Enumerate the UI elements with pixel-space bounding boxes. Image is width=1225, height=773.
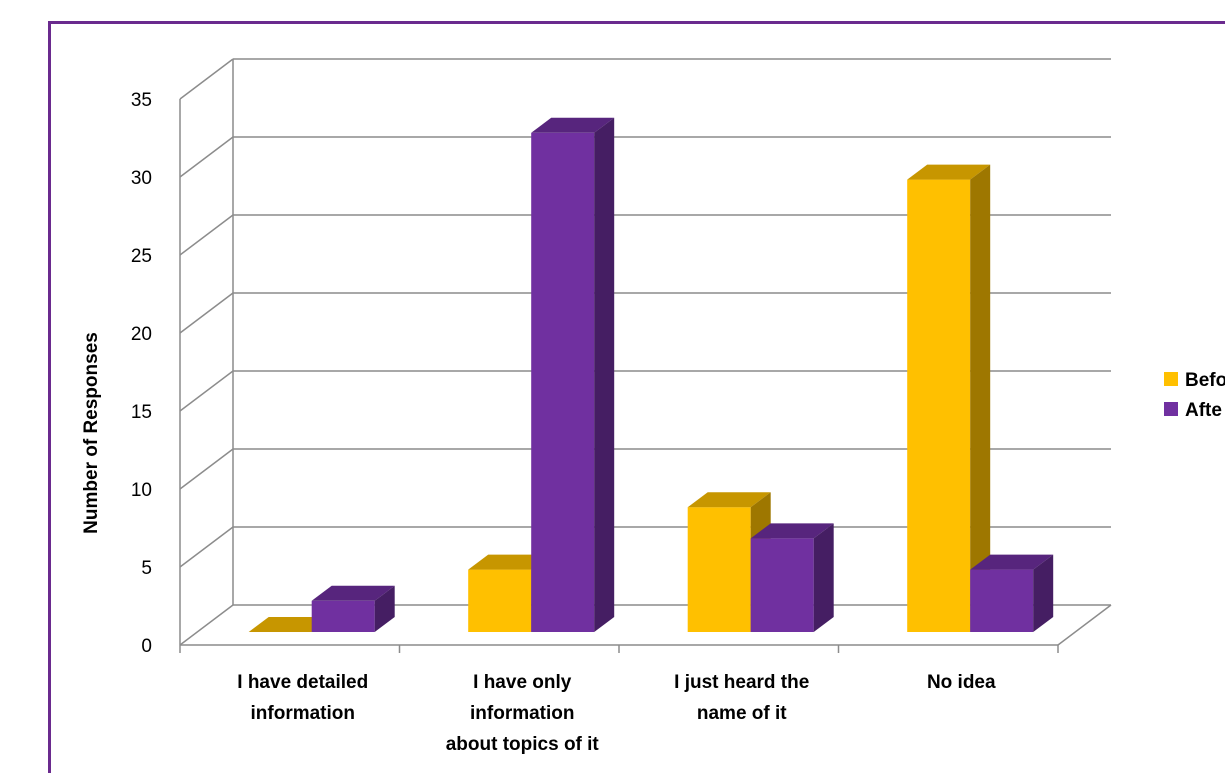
chart-frame xyxy=(48,21,1225,773)
bar-before-3 xyxy=(907,164,991,632)
x-axis-categories: I have detailed information I have only inf… xyxy=(237,672,996,755)
bar-after-3 xyxy=(970,554,1054,632)
bar-after-0 xyxy=(311,585,395,632)
bar-after-2 xyxy=(750,523,834,632)
y-tick-label: 30 xyxy=(131,168,152,189)
side-gridline xyxy=(179,448,234,490)
y-tick-label: 0 xyxy=(141,636,152,657)
legend-swatch xyxy=(1164,402,1178,416)
bar-front-face xyxy=(311,600,375,632)
bar-before-0 xyxy=(248,617,332,633)
y-tick-label: 10 xyxy=(131,480,152,501)
side-gridline xyxy=(179,526,234,568)
bar-front-face xyxy=(907,179,971,632)
y-axis-ticks: 0 5 10 15 20 25 30 35 xyxy=(131,90,152,657)
bar-side-face xyxy=(594,117,615,633)
x-category-label: I have only information about topics of it xyxy=(446,672,600,755)
bar-front-face xyxy=(970,569,1034,632)
bar-front-face xyxy=(687,507,751,632)
side-gridline xyxy=(179,58,234,100)
legend-label: Befo xyxy=(1185,370,1225,391)
y-axis-title: Number of Responses xyxy=(81,332,102,534)
bar-top-face xyxy=(468,554,552,570)
y-tick-label: 25 xyxy=(131,246,152,267)
bar-side-face xyxy=(813,523,834,632)
bar-side-face xyxy=(1033,554,1054,632)
x-category-label: I have detailed information xyxy=(237,672,368,724)
x-category-label: I just heard the name of it xyxy=(674,672,809,724)
bar-front-face xyxy=(531,132,595,633)
side-gridline xyxy=(179,370,234,412)
bar-top-face xyxy=(687,492,771,508)
y-tick-label: 35 xyxy=(131,90,152,111)
side-gridline xyxy=(179,292,234,334)
legend: Befo Afte xyxy=(1164,370,1225,421)
bar-top-face xyxy=(248,617,332,632)
x-category-label: No idea xyxy=(927,672,996,693)
bar-side-face xyxy=(374,585,395,632)
bar-top-face xyxy=(907,164,991,180)
bar-side-face xyxy=(970,164,991,632)
floor-right-edge xyxy=(1057,604,1112,646)
bar-top-face xyxy=(311,585,395,601)
side-gridline xyxy=(179,136,234,178)
y-tick-label: 15 xyxy=(131,402,152,423)
bar-top-face xyxy=(750,523,834,539)
side-gridline xyxy=(179,214,234,256)
bar-after-1 xyxy=(531,117,615,633)
bar-front-face xyxy=(750,538,814,632)
y-tick-label: 5 xyxy=(141,558,152,579)
bar-front-face xyxy=(468,569,532,632)
legend-label: Afte xyxy=(1185,400,1222,421)
legend-swatch xyxy=(1164,372,1178,386)
chart-bars xyxy=(248,117,1054,633)
bar-top-face xyxy=(970,554,1054,570)
bar-top-face xyxy=(531,117,615,133)
side-gridline xyxy=(179,604,234,646)
y-tick-label: 20 xyxy=(131,324,152,345)
